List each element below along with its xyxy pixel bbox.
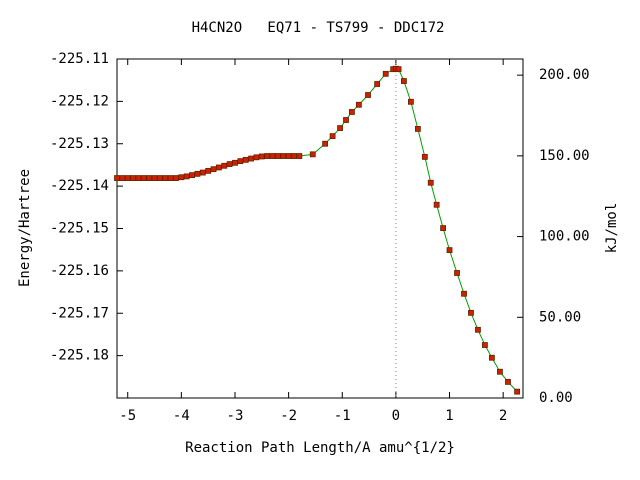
data-point <box>194 170 201 177</box>
y2-tick-label: 150.00 <box>539 148 590 164</box>
data-point <box>157 175 163 181</box>
y-tick-label: -225.17 <box>50 305 109 321</box>
data-point <box>124 175 131 181</box>
data-point <box>446 247 453 254</box>
data-point <box>178 174 185 181</box>
plot-frame <box>116 58 524 399</box>
data-point <box>264 153 271 159</box>
x-tick-label: -2 <box>280 408 297 424</box>
data-point <box>221 162 228 169</box>
data-point <box>216 164 222 171</box>
x-axis-label: Reaction Path Length/A amu^{1/2} <box>185 440 455 456</box>
y-tick-label: -225.15 <box>50 221 109 237</box>
data-point <box>497 368 503 375</box>
y-axis-label: Energy/Hartree <box>17 169 33 287</box>
y-tick-label: -225.13 <box>50 136 109 152</box>
x-tick-label: 0 <box>392 408 400 424</box>
data-point <box>146 175 153 181</box>
y-tick-label: -225.11 <box>50 51 109 67</box>
data-point <box>514 388 521 395</box>
data-point <box>210 166 217 173</box>
data-point <box>427 179 434 186</box>
data-point <box>248 155 254 162</box>
data-point <box>173 175 179 181</box>
x-tick-label: 1 <box>445 408 453 424</box>
data-point <box>505 378 511 385</box>
data-point <box>349 109 355 115</box>
y-tick-label: -225.18 <box>50 348 109 364</box>
data-point <box>395 66 402 73</box>
data-point <box>322 140 328 147</box>
y-tick-label: -225.14 <box>50 178 109 194</box>
data-point <box>183 173 190 180</box>
data-point <box>355 101 362 108</box>
y2-axis-label: kJ/mol <box>604 203 620 254</box>
data-point <box>365 92 371 98</box>
data-point <box>119 175 126 181</box>
data-point <box>433 201 440 208</box>
data-point <box>329 133 336 140</box>
data-point <box>258 153 265 160</box>
data-point <box>130 175 136 181</box>
data-point <box>440 225 446 231</box>
data-point <box>253 154 260 161</box>
data-point <box>408 98 414 105</box>
data-point <box>296 153 303 159</box>
data-point <box>140 175 147 181</box>
data-point <box>374 81 381 87</box>
data-point <box>151 175 158 181</box>
data-point <box>488 354 495 361</box>
x-tick-label: 2 <box>499 408 507 424</box>
data-point <box>135 175 142 181</box>
y-tick-label: -225.16 <box>50 263 109 279</box>
data-point <box>482 342 488 348</box>
data-point <box>237 158 244 165</box>
data-point <box>162 175 169 181</box>
chart-title: H4CN2O EQ71 - TS799 - DDC172 <box>192 20 445 36</box>
data-point <box>468 309 474 316</box>
x-tick-label: -3 <box>227 408 244 424</box>
data-point <box>280 153 287 159</box>
data-point <box>461 290 467 297</box>
data-point <box>382 70 389 77</box>
data-point <box>454 270 460 276</box>
x-tick-label: -5 <box>119 408 136 424</box>
data-point <box>343 117 349 123</box>
data-point <box>167 175 174 181</box>
data-point <box>269 153 276 159</box>
y2-tick-label: 0.00 <box>539 390 573 406</box>
data-point <box>189 172 195 179</box>
x-tick-label: -4 <box>173 408 190 424</box>
y2-tick-label: 200.00 <box>539 67 590 83</box>
data-point <box>414 126 421 132</box>
data-point <box>291 153 297 159</box>
data-point <box>242 156 249 163</box>
data-point <box>226 161 233 167</box>
data-point <box>199 169 206 176</box>
data-point <box>285 153 292 159</box>
data-point <box>401 78 407 84</box>
data-point <box>274 153 281 159</box>
data-point <box>475 326 481 333</box>
x-tick-label: -1 <box>334 408 351 424</box>
y-tick-label: -225.12 <box>50 93 109 109</box>
data-point <box>114 175 120 181</box>
data-point <box>421 153 428 160</box>
data-line <box>117 68 518 392</box>
data-point <box>232 159 238 166</box>
data-point <box>205 167 212 174</box>
y2-tick-label: 50.00 <box>539 309 581 325</box>
data-point <box>337 125 344 131</box>
y2-tick-label: 100.00 <box>539 229 590 245</box>
data-point <box>309 151 316 158</box>
